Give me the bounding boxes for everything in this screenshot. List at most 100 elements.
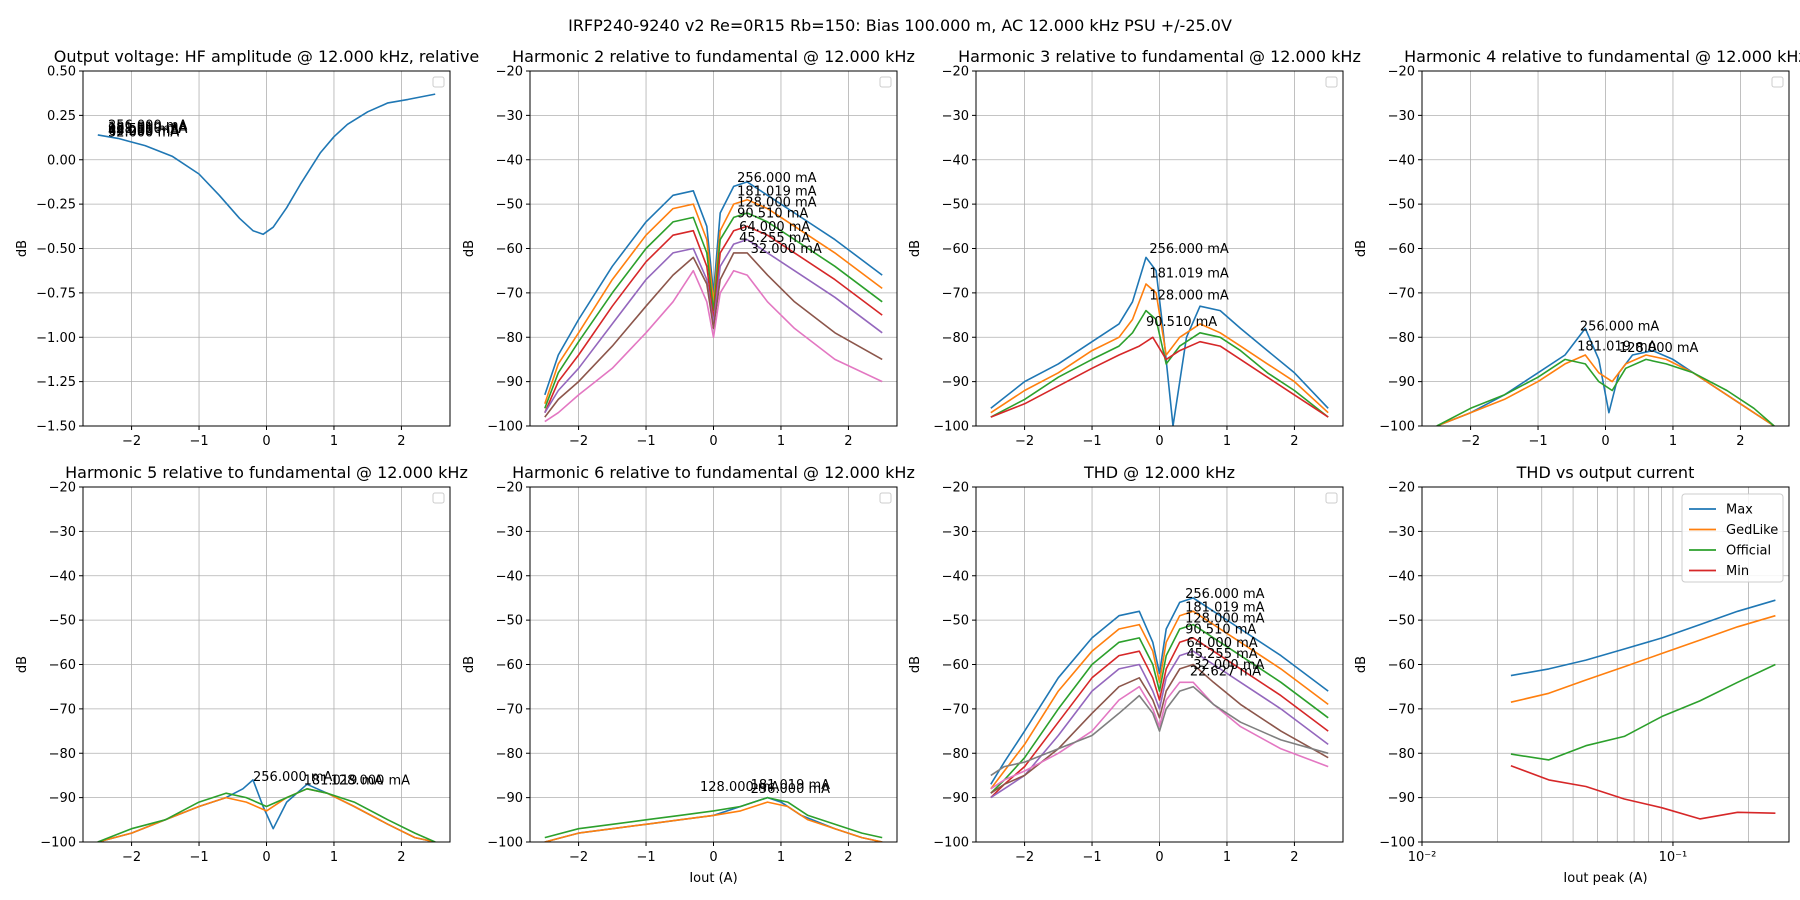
series-line-3 [990,637,1329,799]
y-tick-label: −90 [496,791,523,806]
y-tick-label: −100 [40,836,76,851]
y-gridlines [530,486,897,843]
x-tick-label: −1 [189,850,208,865]
y-tick-label: −50 [496,614,523,629]
figure-title: IRFP240-9240 v2 Re=0R15 Rb=150: Bias 100… [568,16,1232,35]
series-group [97,779,436,842]
y-tick-label: −50 [942,614,969,629]
chart-title: Harmonic 2 relative to fundamental @ 12.… [512,47,915,66]
series-group [544,796,883,842]
x-tick-label: −2 [1015,850,1034,865]
series-line-1 [1436,354,1775,426]
y-tick-label: −60 [1388,658,1415,673]
series-line-1 [990,283,1329,414]
y-tick-label: −70 [942,286,969,301]
x-tick-label: 0 [1155,434,1163,449]
data-label: 256.000 mA [1185,587,1265,602]
y-tick-label: −20 [496,65,523,80]
chart-title: Harmonic 6 relative to fundamental @ 12.… [512,463,915,482]
y-tick-label: −20 [49,481,76,496]
x-tick-label: 1 [1669,434,1677,449]
x-tick-label: −1 [1082,434,1101,449]
y-tick-label: −0.75 [36,286,76,301]
chart-title: Harmonic 3 relative to fundamental @ 12.… [958,47,1361,66]
x-tick-label: 2 [844,434,852,449]
data-label: 128.000 mA [1619,341,1699,356]
series-group [990,597,1329,799]
y-tick-label: −50 [942,198,969,213]
x-tick-label: 2 [844,850,852,865]
chart-title: Harmonic 4 relative to fundamental @ 12.… [1404,47,1800,66]
data-label: 256.000 mA [108,119,188,134]
x-tick-label: −1 [1082,850,1101,865]
x-tick-label: −1 [189,434,208,449]
y-tick-label: −80 [942,331,969,346]
data-label: 128.000 mA [737,195,817,210]
y-tick-label: −100 [1379,420,1415,435]
series-line-1 [544,801,883,842]
chart-title: THD @ 12.000 kHz [1083,463,1235,482]
x-tick-label: 1 [1223,434,1231,449]
legend-entry: Max [1726,503,1753,518]
data-label: 181.019 mA [1577,340,1657,355]
data-label: 181.019 mA [1149,266,1229,281]
y-tick-label: −50 [49,614,76,629]
chart-title: THD vs output current [1516,463,1695,482]
series-line-1 [544,198,883,405]
legend-box-empty [1771,76,1784,88]
series-line-0 [990,256,1329,426]
series-line-0 [544,181,883,396]
y-tick-label: −90 [496,375,523,390]
plot-frame [975,486,1344,843]
series-line-official [1510,663,1776,761]
y-tick-label: −70 [496,702,523,717]
y-tick-label: −70 [496,286,523,301]
x-tick-label: 1 [777,434,785,449]
x-tick-label: −2 [122,850,141,865]
x-tick-label: −2 [122,434,141,449]
y-tick-label: −30 [496,525,523,540]
legend-entry: Official [1726,544,1771,559]
x-tick-label: 0 [262,434,270,449]
y-axis-label: dB [15,240,30,257]
y-tick-label: −80 [49,747,76,762]
y-axis-label: dB [908,240,923,257]
data-label: 90.510 mA [737,206,808,221]
y-tick-label: −90 [1388,791,1415,806]
data-label: 256.000 mA [751,782,831,797]
data-label: 45.255 mA [108,124,179,139]
series-group [990,256,1329,426]
plot-frame [529,486,898,843]
data-label: 128.000 mA [1185,611,1265,626]
plot-frame [1421,486,1790,843]
data-label: 90.510 mA [1185,622,1256,637]
x-tick-label: −1 [636,434,655,449]
data-label: 90.510 mA [1146,315,1217,330]
data-label: 64.000 mA [739,220,810,235]
data-label: 256.000 mA [737,171,817,186]
data-label: 45.255 mA [1186,647,1257,662]
y-tick-label: −100 [487,836,523,851]
y-tick-label: 0.50 [47,65,76,80]
y-axis-label: dB [462,656,477,673]
y-tick-label: −60 [496,242,523,257]
y-tick-label: −60 [942,658,969,673]
x-tick-label: 0 [1601,434,1609,449]
legend-box-empty [1325,492,1338,504]
data-label: 32.000 mA [1193,658,1264,673]
x-tick-label: 0 [709,434,717,449]
y-tick-label: −20 [496,481,523,496]
y-tick-label: −60 [496,658,523,673]
plot-frame [529,70,898,427]
data-label: 64.000 mA [108,124,179,139]
series-line-6 [990,681,1329,790]
data-label: 128.000 mA [700,780,780,795]
chart-panel-h4: −2 −1 0 1 2 −100 −90 −80 −70 −60 −50 −40 −30 −20 256.0… [1354,47,1800,449]
data-label: 181.019 mA [108,120,188,135]
y-tick-label: −50 [1388,614,1415,629]
y-axis-label: dB [462,240,477,257]
series-line-3 [990,336,1329,418]
y-tick-label: −40 [1388,153,1415,168]
plot-frame [82,486,451,843]
data-label: 256.000 mA [1149,242,1229,257]
